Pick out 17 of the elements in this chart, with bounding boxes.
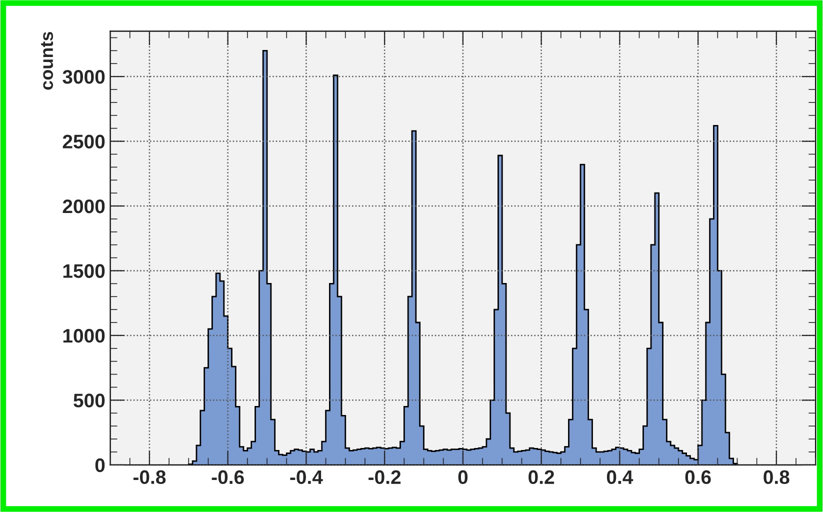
x-tick-label: -0.4 xyxy=(290,470,323,484)
y-tick-label: 2500 xyxy=(62,134,105,149)
y-tick-label: 2000 xyxy=(62,199,105,214)
y-tick-label: 0 xyxy=(95,458,105,472)
y-tick-label: 1500 xyxy=(63,264,105,278)
x-tick-label: 0.6 xyxy=(685,470,711,484)
x-tick-label: -0.6 xyxy=(212,470,244,484)
x-tick-label: 0.2 xyxy=(528,470,554,484)
x-tick-label: -0.2 xyxy=(368,470,401,484)
x-tick-label: 0.4 xyxy=(606,470,634,484)
y-axis-title: counts xyxy=(41,32,54,90)
x-tick-label: 0 xyxy=(458,470,468,484)
x-tick-label: 0.8 xyxy=(764,470,790,484)
y-tick-label: 3000 xyxy=(62,70,105,84)
x-tick-label: -0.8 xyxy=(133,470,166,484)
y-tick-label: 1000 xyxy=(63,328,105,343)
y-tick-label: 500 xyxy=(74,394,105,408)
